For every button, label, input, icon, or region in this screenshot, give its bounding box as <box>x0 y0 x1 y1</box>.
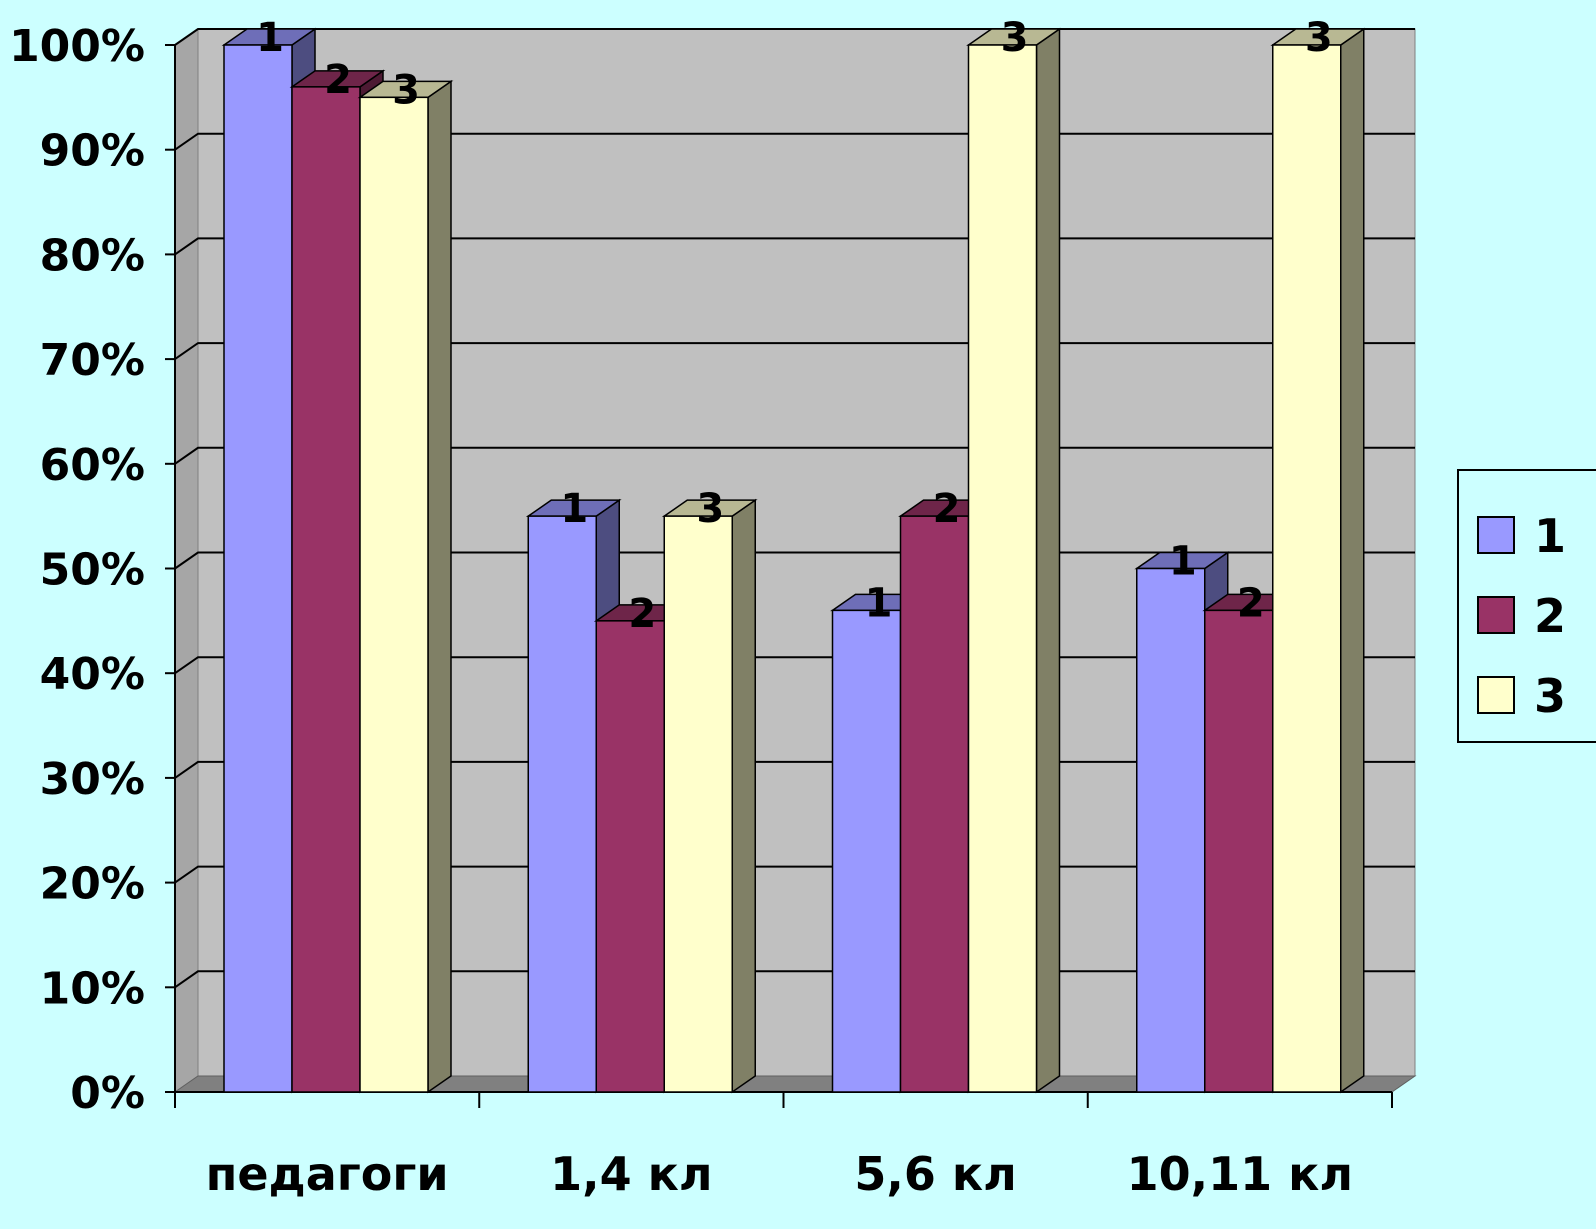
bar-3 <box>357 79 454 1094</box>
x-tick-label: 5,6 кл <box>854 1147 1016 1201</box>
data-label: 2 <box>628 591 656 637</box>
bar-front <box>1136 567 1206 1093</box>
legend: 1 2 3 <box>1457 469 1596 743</box>
bar-side <box>731 498 756 1094</box>
bar-front <box>967 44 1038 1093</box>
y-tick-label: 60% <box>40 440 145 491</box>
bar-3 <box>1270 27 1367 1094</box>
data-label: 1 <box>560 486 588 532</box>
data-label: 3 <box>1305 15 1333 61</box>
y-tick-label: 50% <box>40 545 145 596</box>
data-label: 3 <box>392 67 420 113</box>
bar-front <box>291 86 361 1093</box>
bar-front <box>359 96 429 1093</box>
bar-3 <box>966 27 1062 1094</box>
data-label: 1 <box>1169 539 1197 585</box>
legend-label: 2 <box>1534 589 1566 643</box>
data-label: 2 <box>1237 580 1265 626</box>
legend-swatch <box>1477 676 1515 714</box>
data-label: 2 <box>324 57 352 103</box>
x-tick-label: 10,11 кл <box>1127 1147 1353 1201</box>
bar-side <box>427 79 452 1094</box>
data-label: 3 <box>1001 15 1029 61</box>
bar-front <box>223 44 293 1093</box>
data-label: 1 <box>865 580 893 626</box>
bar-front <box>595 620 665 1093</box>
bar-front <box>663 515 733 1093</box>
y-tick-label: 0% <box>70 1068 145 1119</box>
bar-front <box>527 515 597 1093</box>
legend-label: 1 <box>1534 509 1566 563</box>
legend-swatch <box>1477 596 1515 634</box>
bar-side <box>1035 27 1061 1094</box>
data-label: 2 <box>933 486 961 532</box>
y-tick-label: 100% <box>9 21 145 72</box>
data-label: 3 <box>696 486 724 532</box>
y-tick-label: 80% <box>40 230 145 281</box>
bar-front <box>1272 44 1342 1093</box>
bar-front <box>1204 609 1274 1093</box>
legend-label: 3 <box>1534 669 1566 723</box>
y-tick-label: 70% <box>40 335 145 386</box>
x-tick-label: педагоги <box>206 1147 449 1201</box>
y-tick-label: 20% <box>40 859 145 910</box>
data-label: 1 <box>256 15 284 61</box>
y-tick-label: 90% <box>40 126 145 177</box>
x-tick-label: 1,4 кл <box>550 1147 712 1201</box>
y-tick-label: 30% <box>40 754 145 805</box>
bar-front <box>899 515 970 1093</box>
y-tick-label: 40% <box>40 649 145 700</box>
bar-front <box>831 609 902 1093</box>
y-tick-label: 10% <box>40 963 145 1014</box>
bar-side <box>1340 27 1365 1094</box>
bar-3 <box>661 498 758 1094</box>
legend-swatch <box>1477 516 1515 554</box>
